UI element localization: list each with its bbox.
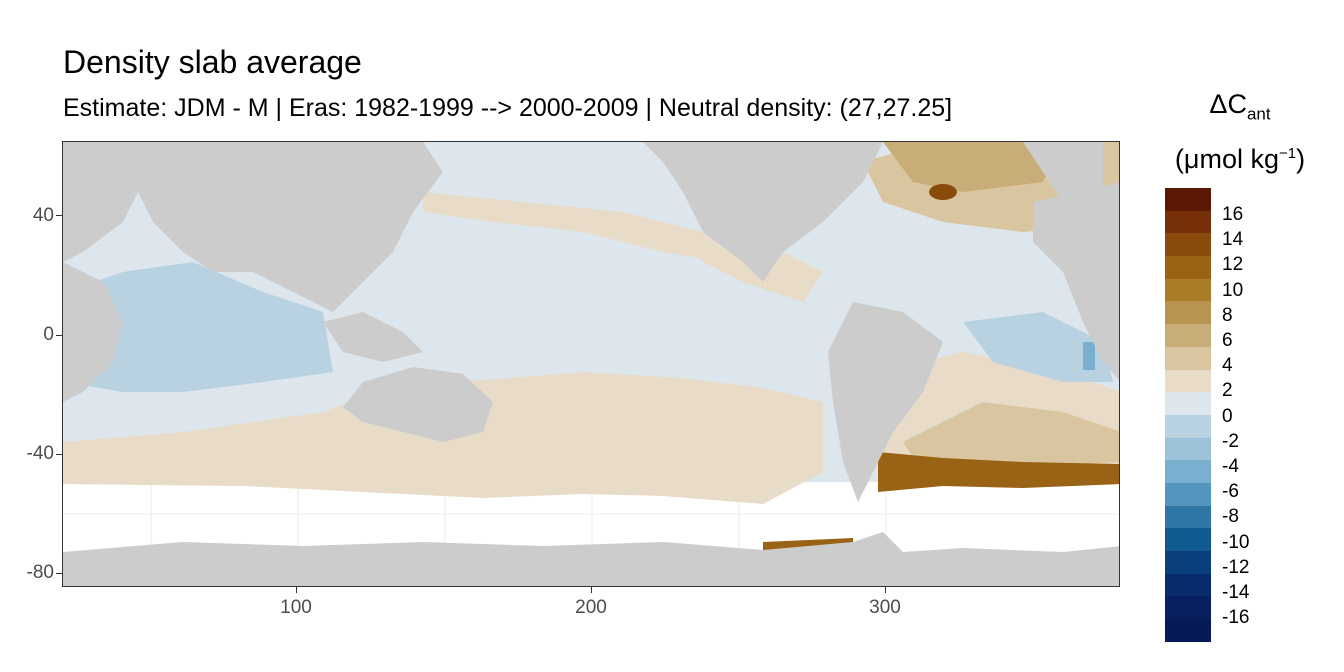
legend-label: 8 <box>1222 304 1233 326</box>
legend-label: 6 <box>1222 330 1233 351</box>
x-tick-label: 100 <box>280 597 312 618</box>
indian-ocean-blue <box>63 262 333 392</box>
legend-swatch <box>1165 369 1211 393</box>
atlantic-blue-patch <box>1083 342 1095 370</box>
legend-swatch <box>1165 256 1211 279</box>
legend-title-symbol: ΔCant <box>1209 89 1271 124</box>
labrador-hotspot <box>929 184 957 200</box>
legend-swatch <box>1165 278 1211 302</box>
legend-label: -2 <box>1222 430 1239 452</box>
south-atlantic-blue <box>963 312 1113 382</box>
map-panel <box>62 141 1120 587</box>
legend-label: -4 <box>1222 456 1239 477</box>
legend-title-unit: (μmol kg−1) <box>1174 144 1306 175</box>
legend-swatch <box>1165 392 1211 415</box>
legend-swatch <box>1165 619 1211 642</box>
indian-ocean-south <box>63 412 223 442</box>
legend-swatch <box>1165 324 1211 347</box>
legend-label: -16 <box>1222 607 1250 629</box>
legend-swatch <box>1165 596 1211 620</box>
legend-swatch <box>1165 437 1211 461</box>
legend-swatch <box>1165 188 1211 211</box>
y-tick-mark <box>56 335 62 336</box>
legend-swatch <box>1165 573 1211 597</box>
y-tick-mark <box>56 215 62 216</box>
legend-label: 16 <box>1222 204 1244 225</box>
y-tick-label: 40 <box>32 205 54 226</box>
legend-label: -8 <box>1222 506 1239 528</box>
legend-label: -14 <box>1222 582 1250 603</box>
legend-label: -12 <box>1222 556 1250 578</box>
y-tick-label: -40 <box>26 443 54 464</box>
plot-subtitle: Estimate: JDM - M | Eras: 1982-1999 --> … <box>63 94 953 122</box>
legend-swatch <box>1165 528 1211 551</box>
legend-label: 12 <box>1222 254 1244 276</box>
south-atlantic-brown <box>878 452 1119 492</box>
legend-label: 4 <box>1222 355 1233 377</box>
legend-label: 2 <box>1222 380 1233 402</box>
legend-swatch <box>1165 210 1211 234</box>
y-tick-label: 0 <box>43 324 54 345</box>
legend-label: 14 <box>1222 229 1244 251</box>
x-tick-mark <box>885 587 886 593</box>
legend-swatch <box>1165 551 1211 574</box>
legend-label: 0 <box>1222 405 1233 427</box>
x-tick-mark <box>591 587 592 593</box>
legend-swatch <box>1165 414 1211 438</box>
y-tick-label: -80 <box>26 562 54 583</box>
x-tick-mark <box>296 587 297 593</box>
legend-swatch <box>1165 482 1211 506</box>
x-tick-label: 200 <box>575 597 607 618</box>
legend-swatch <box>1165 346 1211 370</box>
legend-swatch <box>1165 233 1211 257</box>
plot-title: Density slab average <box>63 44 362 80</box>
labrador-tan <box>883 142 1063 192</box>
ocean-map <box>63 142 1119 586</box>
y-tick-mark <box>56 573 62 574</box>
x-tick-label: 300 <box>869 597 901 618</box>
legend-swatch <box>1165 505 1211 529</box>
north-pacific-tan <box>423 192 723 262</box>
legend-title: ΔCant (μmol kg−1) <box>1160 84 1320 179</box>
legend-colorbar <box>1165 188 1211 642</box>
legend-swatch <box>1165 301 1211 325</box>
legend-label: 10 <box>1222 279 1244 301</box>
land <box>63 142 1119 586</box>
y-tick-mark <box>56 454 62 455</box>
legend-swatch <box>1165 460 1211 483</box>
legend-label: -6 <box>1222 481 1239 503</box>
south-atlantic-mid <box>903 402 1119 472</box>
legend-label: -10 <box>1222 531 1250 553</box>
